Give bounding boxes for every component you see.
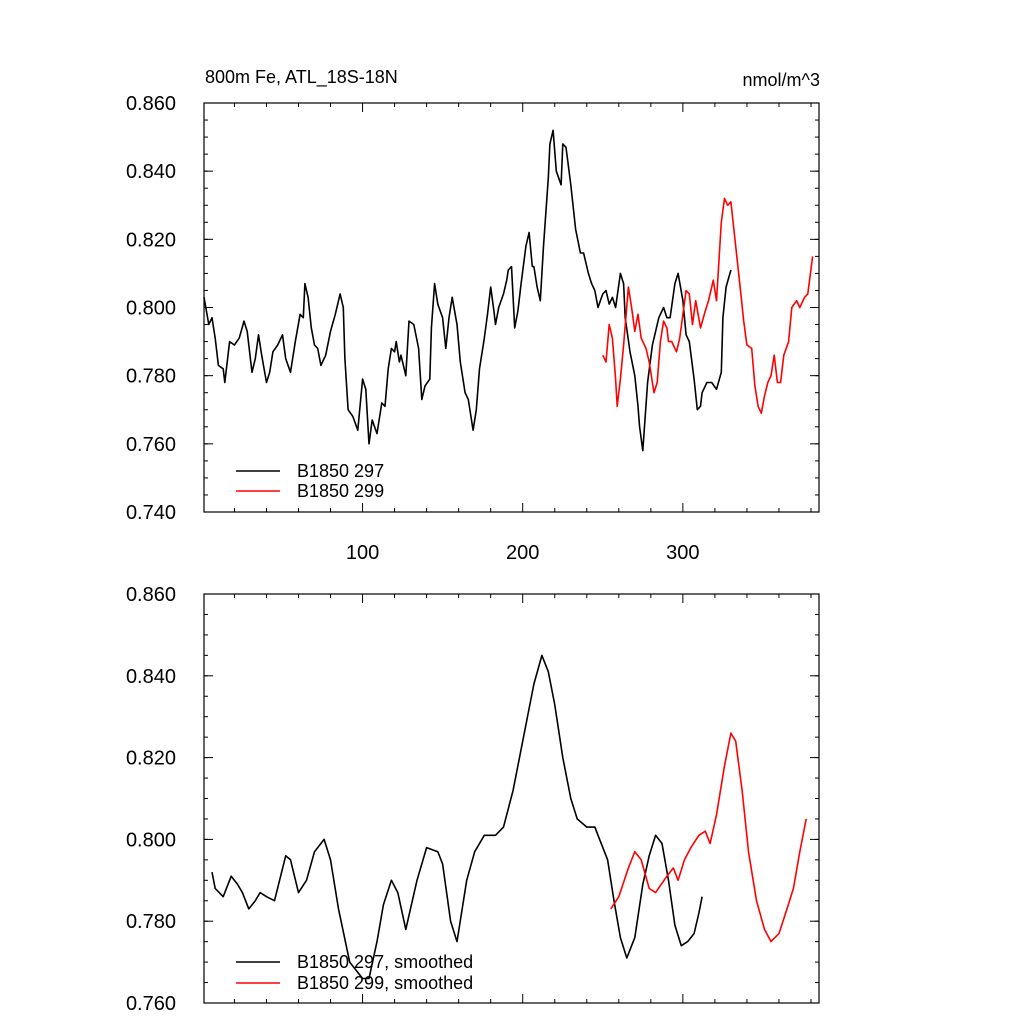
x-tick-label: 300	[666, 542, 699, 564]
top-chart-title: 800m Fe, ATL_18S-18N	[205, 67, 398, 88]
y-tick-label: 0.820	[126, 229, 176, 251]
y-tick-label: 0.760	[126, 993, 176, 1015]
legend-label-299-smoothed: B1850 299, smoothed	[297, 973, 473, 993]
y-tick-label: 0.820	[126, 748, 176, 770]
top-axis-ticks	[204, 102, 819, 513]
top-series-lines	[203, 129, 814, 452]
y-tick-label: 0.740	[126, 502, 176, 524]
x-tick-label: 200	[506, 542, 539, 564]
top-legend: B1850 297 B1850 299	[236, 461, 384, 501]
bottom-axis-ticks	[204, 593, 819, 1004]
y-tick-label: 0.840	[126, 161, 176, 183]
top-y-axis-labels: 0.740 0.760 0.780 0.800 0.820 0.840 0.860	[126, 93, 176, 524]
bottom-y-axis-labels: 0.760 0.780 0.800 0.820 0.840 0.860	[126, 584, 176, 1015]
y-tick-label: 0.800	[126, 829, 176, 851]
y-tick-label: 0.840	[126, 666, 176, 688]
top-series-line-1	[602, 197, 814, 415]
top-panel: 800m Fe, ATL_18S-18N nmol/m^3 0.740 0.760…	[126, 67, 820, 564]
y-tick-label: 0.860	[126, 93, 176, 115]
bottom-plot-frame	[203, 593, 820, 1004]
top-plot-frame	[203, 102, 820, 513]
bottom-panel: 0.760 0.780 0.800 0.820 0.840 0.860 B1850 297…	[126, 584, 820, 1015]
y-tick-label: 0.760	[126, 434, 176, 456]
top-x-axis-labels: 100 200 300	[346, 542, 700, 564]
legend-label-297: B1850 297	[297, 461, 384, 481]
y-tick-label: 0.780	[126, 911, 176, 933]
x-tick-label: 100	[346, 542, 379, 564]
top-series-line-0	[203, 129, 732, 452]
bottom-series-line-1	[610, 732, 807, 943]
bottom-series-lines	[211, 654, 807, 980]
y-tick-label: 0.860	[126, 584, 176, 606]
y-tick-label: 0.800	[126, 298, 176, 320]
legend-label-297-smoothed: B1850 297, smoothed	[297, 952, 473, 972]
bottom-legend: B1850 297, smoothed B1850 299, smoothed	[236, 952, 473, 993]
legend-label-299: B1850 299	[297, 481, 384, 501]
y-tick-label: 0.780	[126, 366, 176, 388]
bottom-series-line-0	[211, 654, 703, 980]
top-chart-units: nmol/m^3	[743, 70, 820, 90]
